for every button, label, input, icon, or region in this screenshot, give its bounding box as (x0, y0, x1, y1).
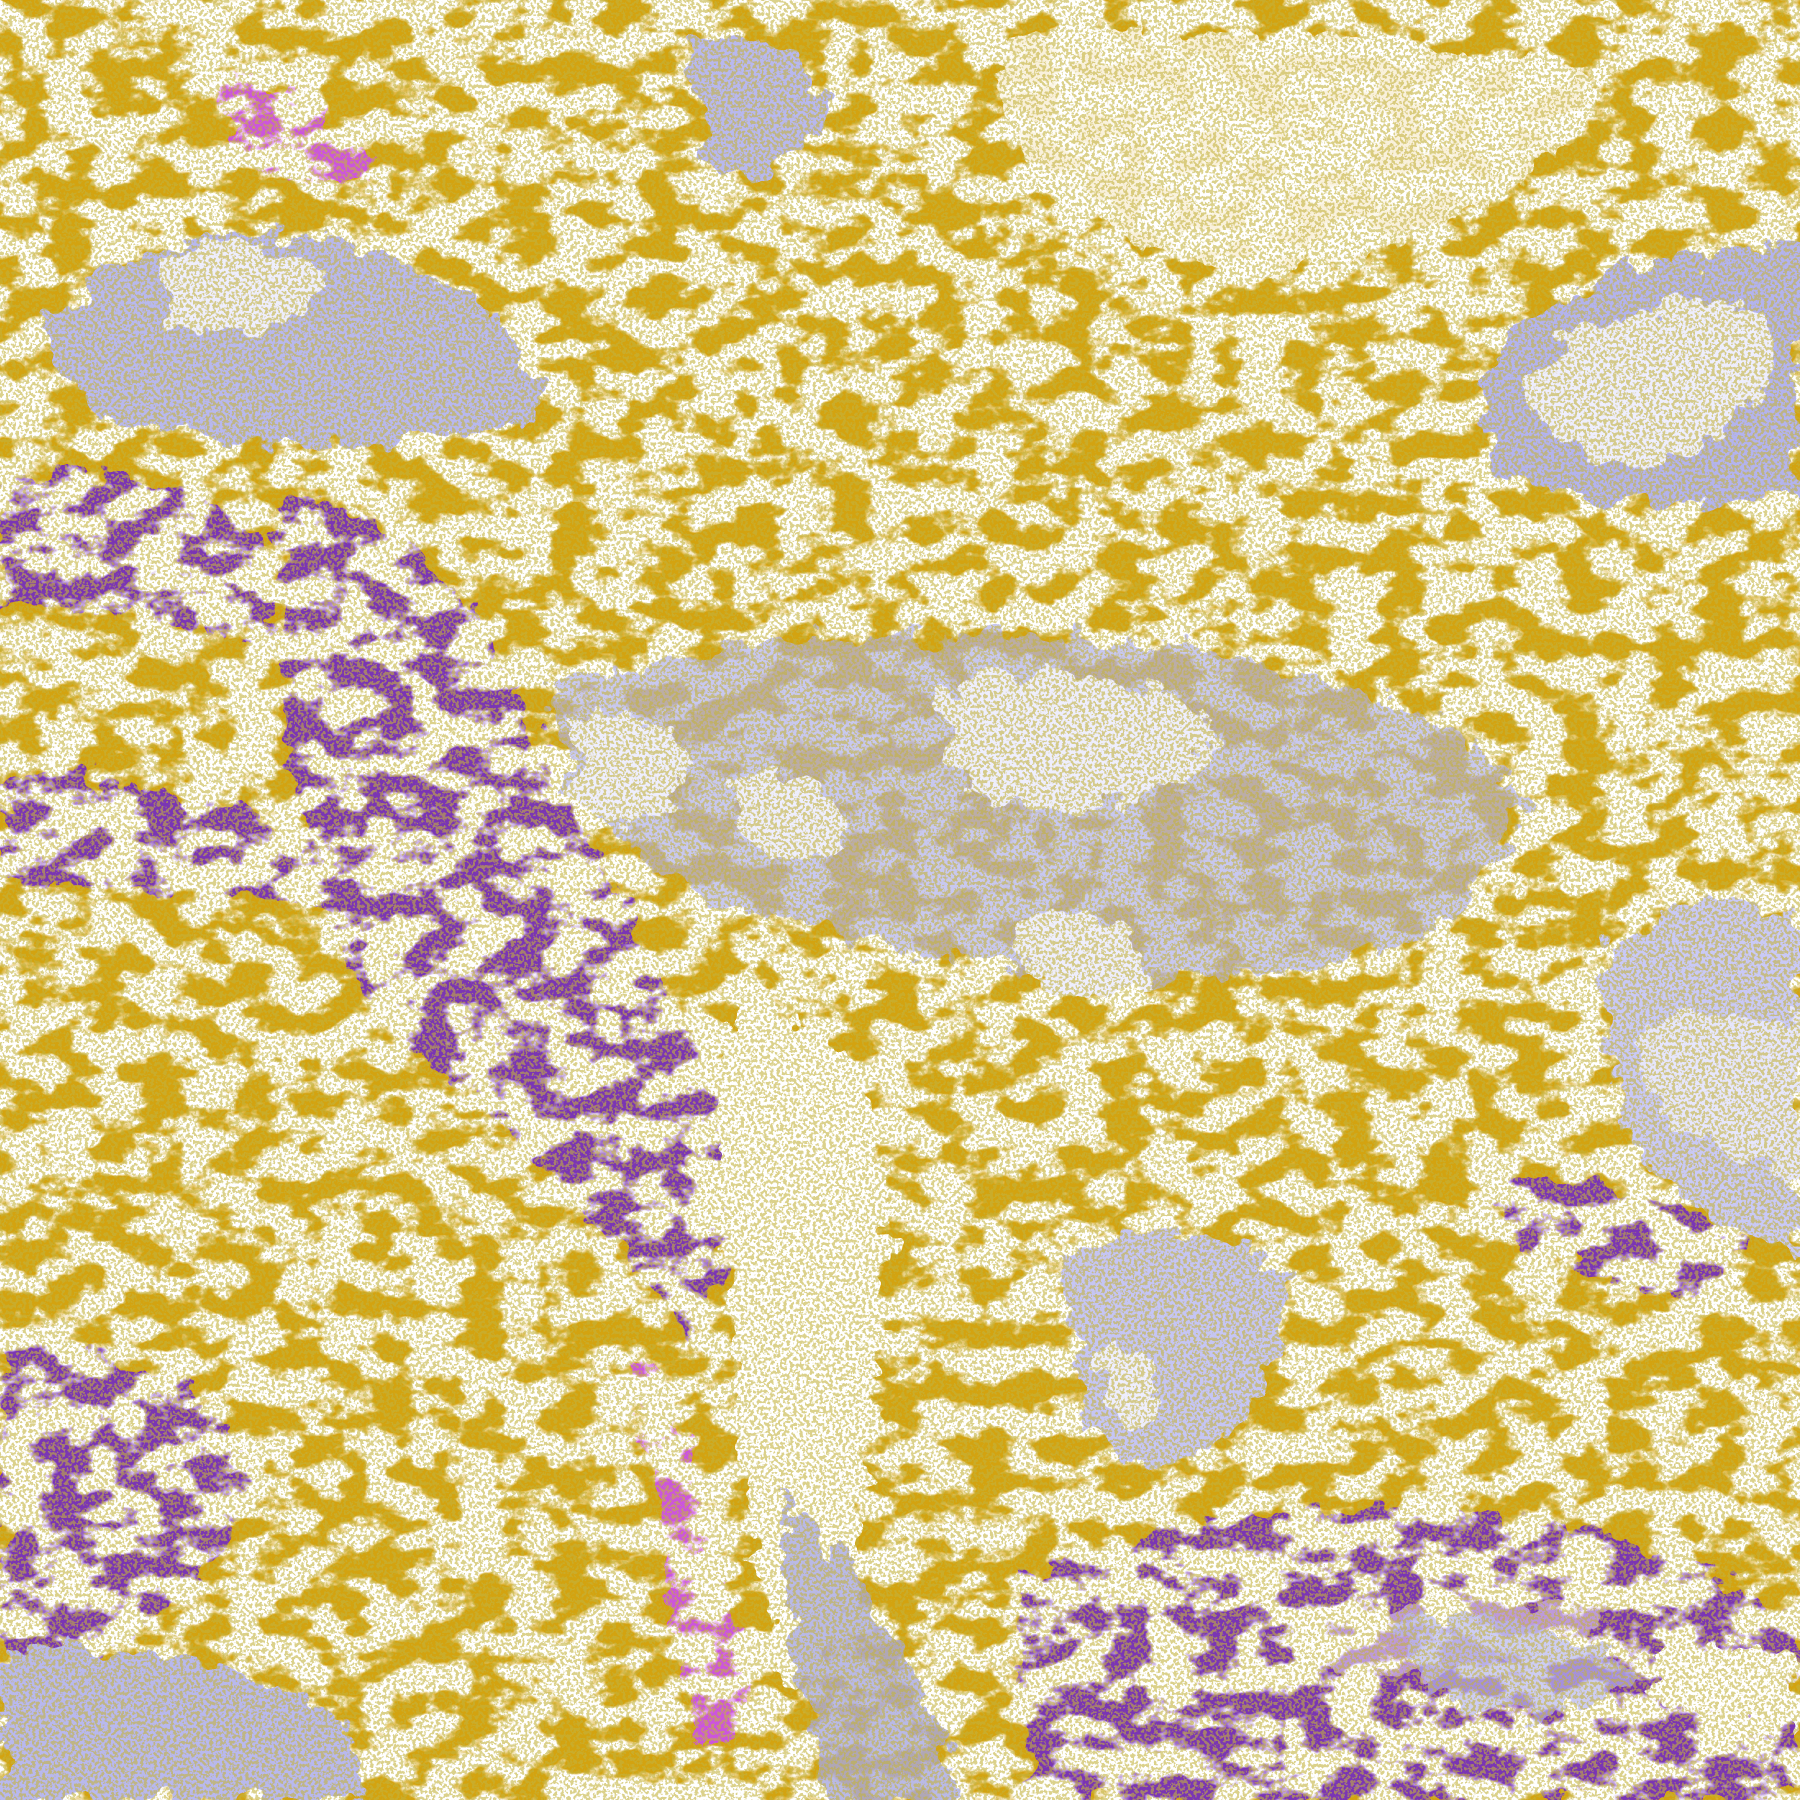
satellite-image (0, 0, 1800, 1800)
page (0, 0, 1800, 1800)
texture (0, 0, 1800, 1800)
